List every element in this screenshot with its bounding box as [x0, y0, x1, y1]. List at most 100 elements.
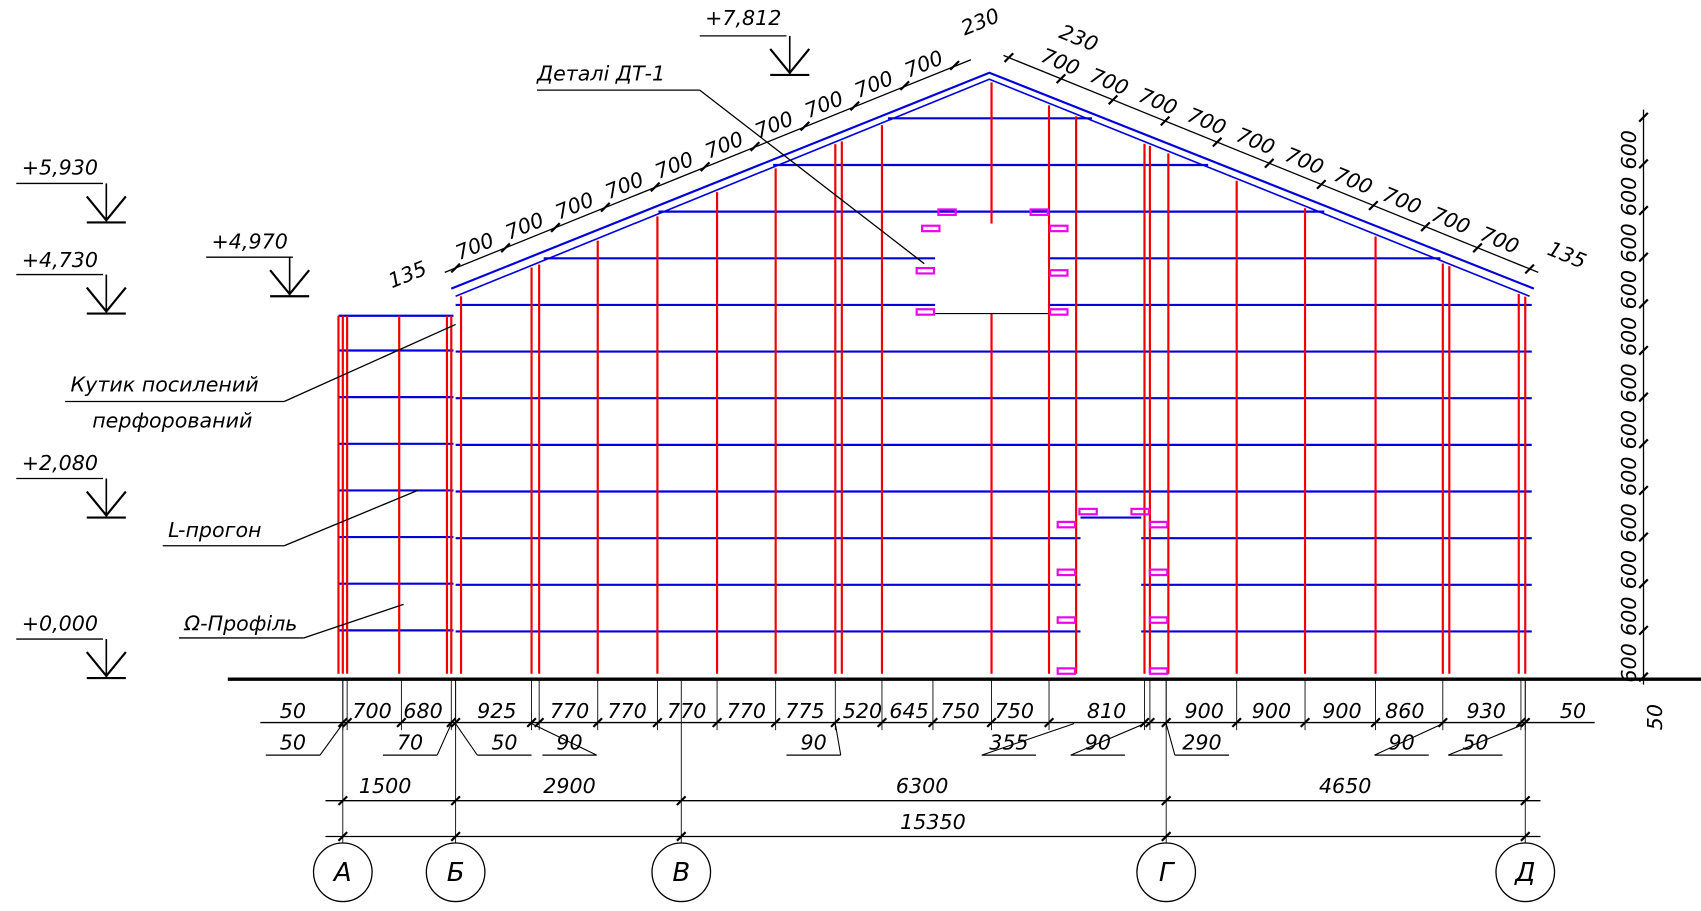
tick — [550, 222, 561, 233]
leader — [1374, 723, 1444, 756]
detail-plate — [1049, 224, 1069, 233]
level-mark: +7,812 — [705, 6, 781, 30]
dimension: 930 — [1467, 699, 1506, 723]
detail-plate — [921, 224, 941, 233]
callout-label: L-прогон — [168, 518, 261, 542]
detail-plate — [937, 208, 957, 216]
callout-label: перфорований — [92, 409, 252, 433]
height-dimension: 600 — [1617, 363, 1641, 402]
detail-plate — [1056, 616, 1077, 624]
dimension: 860 — [1385, 699, 1424, 723]
tick — [1472, 242, 1483, 253]
tick — [1524, 263, 1535, 275]
level-symbol — [85, 651, 127, 678]
dimension: 770 — [607, 699, 646, 723]
leader — [319, 723, 344, 756]
detail-plate — [1148, 616, 1169, 624]
tick — [700, 161, 711, 172]
detail-plate — [1078, 507, 1098, 516]
level-symbol — [85, 490, 127, 518]
dimension: 775 — [785, 699, 824, 723]
tick — [749, 141, 761, 152]
detail-plate — [1130, 507, 1150, 516]
dimension: 645 — [889, 699, 928, 723]
dimension: 900 — [1322, 699, 1361, 723]
dimension: 925 — [477, 699, 516, 723]
detail-plate — [1148, 568, 1169, 577]
tick — [1055, 73, 1067, 84]
dimension: 90 — [800, 731, 826, 755]
axis-label: А — [332, 858, 352, 888]
leader — [1165, 723, 1176, 756]
roof — [450, 71, 1535, 290]
leader — [699, 89, 925, 265]
tick — [1638, 578, 1649, 589]
tick — [1638, 158, 1649, 170]
detail-plate — [1148, 667, 1169, 675]
total-dimension: 15350 — [900, 810, 966, 834]
height-dimension: 600 — [1617, 457, 1641, 496]
leader — [283, 489, 418, 547]
height-dimension: 600 — [1617, 550, 1641, 589]
level-symbol — [85, 195, 127, 223]
dimension: 770 — [550, 699, 589, 723]
level-mark: +4,970 — [212, 230, 288, 254]
height-dimension: 600 — [1617, 177, 1641, 216]
tick — [949, 60, 960, 71]
leader — [303, 603, 404, 639]
level-symbol — [269, 269, 311, 296]
callout-label: Деталі ДТ-1 — [536, 61, 665, 85]
height-dimension: 600 — [1617, 130, 1641, 169]
dimension: 900 — [1184, 699, 1223, 723]
leader — [531, 723, 597, 756]
height-dimension: 600 — [1617, 317, 1641, 356]
dimension: 90 — [1085, 731, 1111, 755]
detail-plate — [1029, 208, 1050, 216]
axis-bubble — [312, 842, 373, 903]
tick — [450, 262, 461, 274]
tick — [799, 121, 811, 132]
level-symbol — [769, 48, 811, 75]
tick — [1003, 52, 1014, 63]
leader — [455, 723, 478, 756]
axis-dimension: 4650 — [1319, 774, 1371, 798]
leader — [1070, 723, 1145, 756]
dimension: 290 — [1182, 731, 1221, 755]
axis-dimension: 1500 — [359, 774, 411, 798]
dimension: 810 — [1087, 699, 1126, 723]
dimension: 900 — [1252, 699, 1291, 723]
tick — [600, 202, 611, 213]
dimension: 750 — [940, 699, 979, 723]
leader — [1448, 723, 1526, 756]
axis-label: Б — [447, 858, 465, 888]
dimension: 70 — [397, 731, 423, 755]
tick — [1159, 115, 1171, 127]
tick — [1638, 298, 1649, 309]
tick — [1638, 625, 1649, 636]
level-symbol — [85, 286, 127, 314]
tick — [1107, 94, 1119, 105]
tick — [1638, 392, 1649, 403]
leader — [834, 723, 842, 756]
tick — [500, 242, 511, 253]
tick — [1212, 137, 1223, 148]
height-dimension: 600 — [1617, 503, 1641, 542]
tick — [1638, 531, 1649, 543]
dimension: 700 — [352, 699, 391, 723]
tick — [1316, 179, 1327, 190]
axis-label: Г — [1159, 858, 1176, 888]
level-mark: +5,930 — [22, 156, 98, 180]
dimension: 50 — [280, 731, 306, 755]
dimension: 750 — [995, 699, 1034, 723]
callout-label: Кутик посилений — [71, 373, 259, 397]
window-opening — [935, 223, 1048, 314]
tick — [899, 80, 910, 91]
tick — [1638, 438, 1649, 449]
callout-label: Ω-Профіль — [183, 611, 297, 635]
axis-bubble — [425, 842, 486, 903]
leader — [981, 723, 1075, 756]
dimension: 520 — [843, 699, 882, 723]
detail-plate — [1056, 667, 1077, 675]
